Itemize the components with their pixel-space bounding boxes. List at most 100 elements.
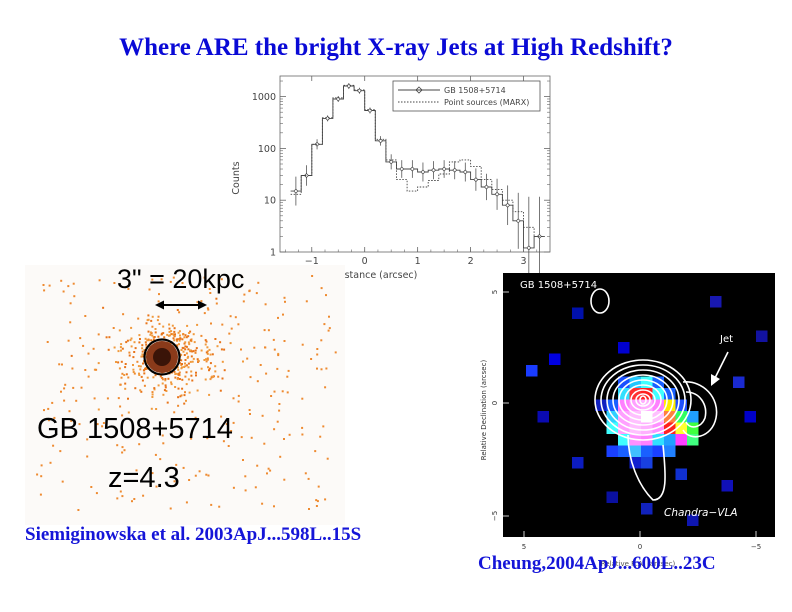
photon [237,400,240,403]
xray-core-pixel [652,422,664,434]
photon [132,368,135,371]
photon [98,279,101,282]
photon [173,327,176,330]
xray-core-pixel [652,445,664,457]
data-point [526,245,532,251]
photon [214,365,217,368]
photon [124,387,127,390]
photon [183,366,186,368]
photon [133,498,136,500]
xray-core-pixel [629,388,641,400]
photon [164,386,167,389]
photon [166,401,169,404]
photon [127,287,130,290]
photon [143,384,146,387]
photon [46,341,49,343]
photon [82,344,85,347]
photon [237,394,240,397]
photon [161,378,164,381]
photon [172,337,175,340]
photon [144,341,147,344]
photon [144,368,147,370]
photon [175,463,178,466]
photon [130,337,133,340]
photon [139,365,142,368]
photon [122,313,125,316]
photon [186,324,189,327]
photon [67,285,70,288]
photon [196,358,199,361]
photon [327,329,330,332]
photon [301,397,304,400]
data-point [494,191,500,197]
photon [43,409,45,412]
xray-pixel [572,457,584,469]
photon [328,315,330,318]
photon [261,414,264,417]
photon [253,346,256,349]
photon [125,373,128,376]
photon [160,278,163,281]
photon [138,334,141,337]
photon [101,425,104,428]
slide-title: Where ARE the bright X-ray Jets at High … [119,34,673,61]
data-point [293,188,299,194]
photon [221,360,224,363]
photon [90,486,93,488]
xray-pixel [526,365,538,377]
photon [112,327,115,329]
data-point [303,172,309,178]
photon [257,281,260,284]
photon [267,329,270,332]
photon [184,334,187,337]
photon [154,374,157,377]
photon [141,353,144,356]
photon [149,331,152,334]
photon [240,436,243,439]
photon [200,367,203,370]
xray-core-pixel [641,445,653,457]
photon [311,275,314,277]
radial-profile-chart: −1 0 1 2 3 1 10 100 1000 GB 1508+5714 Point sour… [231,75,551,282]
photon [63,399,66,402]
photon [120,376,123,379]
photon [229,315,232,318]
photon [270,395,273,397]
xray-pixel [606,491,618,503]
photon [169,507,172,510]
photon [190,355,193,358]
legend-box [392,80,541,112]
photon [232,421,235,424]
xray-core-pixel [687,422,699,434]
photon [178,343,180,346]
photon [151,472,154,475]
photon [180,359,183,362]
photon [121,347,124,350]
photon [209,353,212,356]
photon [187,341,190,344]
y-tick-label: 10 [264,196,276,207]
photon [161,434,164,437]
photon [212,375,214,378]
photon [154,453,157,456]
photon [192,333,195,336]
photon [151,393,154,396]
photon [322,425,325,428]
photon [187,355,190,358]
photon [278,409,281,412]
photon [326,457,329,460]
photon [147,338,150,341]
photon [192,357,195,360]
photon [93,368,96,371]
photon [194,351,197,354]
photon [121,451,124,454]
photon [310,358,313,360]
photon [61,480,64,483]
photon [200,349,203,352]
photon [79,337,82,340]
photon [51,401,54,404]
photon [328,327,331,330]
photon [244,489,247,492]
photon [200,300,203,303]
chart-series [290,83,545,282]
